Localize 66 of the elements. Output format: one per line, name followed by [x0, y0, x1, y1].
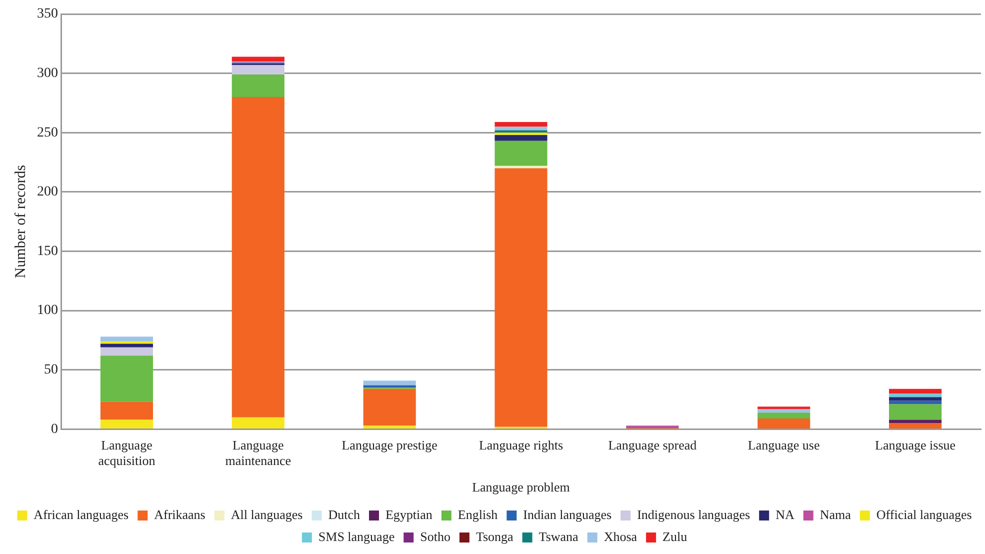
- legend-label: Sotho: [420, 528, 450, 544]
- legend-label: Egyptian: [385, 506, 433, 522]
- legend-label: Indian languages: [523, 506, 612, 522]
- bar: [758, 418, 810, 428]
- legend-label: All languages: [230, 506, 303, 522]
- bar: [100, 420, 153, 428]
- bar: [100, 344, 153, 348]
- bar: [889, 420, 942, 424]
- legend-label: SMS language: [318, 528, 395, 544]
- bar: [889, 400, 942, 404]
- y-tick-label: 50: [44, 362, 58, 378]
- bar: [363, 380, 416, 386]
- x-axis-title: Language problem: [472, 480, 570, 495]
- bar: [889, 394, 942, 398]
- bar: [363, 426, 416, 428]
- bar: [232, 417, 284, 428]
- y-tick-label: 150: [37, 244, 58, 259]
- bar: [100, 356, 153, 402]
- y-tick-label: 200: [37, 184, 58, 200]
- bar: [494, 126, 548, 130]
- y-tick-label: 100: [37, 303, 58, 318]
- x-tick-label: Language spread: [608, 437, 698, 452]
- legend-label: Afrikaans: [154, 506, 206, 522]
- bar: [100, 341, 153, 344]
- bar: [100, 336, 153, 342]
- bar: [758, 409, 810, 413]
- legend-label: Dutch: [328, 506, 360, 522]
- bar: [494, 135, 548, 141]
- y-axis-title: Number of records: [12, 164, 29, 278]
- bar: [494, 122, 548, 127]
- bar: [889, 423, 942, 428]
- y-tick-label: 300: [37, 66, 58, 81]
- x-tick-label: Language maintenance: [225, 437, 292, 468]
- y-tick-label: 250: [37, 125, 58, 140]
- bar: [100, 402, 153, 420]
- bar: [889, 388, 942, 394]
- legend-label: Official languages: [876, 506, 972, 522]
- bar: [889, 404, 942, 420]
- y-tick-label: 350: [37, 6, 58, 22]
- bar: [232, 65, 284, 74]
- legend-label: African languages: [34, 506, 129, 522]
- bar: [494, 140, 548, 166]
- bar: [758, 412, 810, 419]
- legend-label: Nama: [820, 506, 852, 522]
- legend-label: Tsonga: [476, 528, 514, 544]
- bar: [758, 406, 810, 410]
- bar: [232, 74, 284, 98]
- x-tick-label: Language use: [748, 437, 820, 452]
- legend-label: Tswana: [538, 528, 579, 544]
- x-tick-label: Language acquisition: [98, 437, 156, 468]
- bar: [626, 426, 679, 428]
- legend-label: NA: [776, 506, 795, 522]
- legend-label: English: [458, 506, 498, 522]
- legend-label: Zulu: [662, 528, 688, 544]
- legend-label: Xhosa: [604, 528, 638, 544]
- legend-label: Indigenous languages: [637, 506, 750, 522]
- bar: [232, 56, 284, 62]
- x-tick-label: Language prestige: [342, 437, 438, 452]
- x-tick-label: Language issue: [875, 437, 956, 452]
- bar: [232, 97, 284, 418]
- y-tick-label: 0: [51, 422, 58, 437]
- bar: [363, 388, 416, 426]
- bar: [100, 347, 153, 356]
- bar: [494, 168, 548, 427]
- x-tick-label: Language rights: [478, 437, 564, 452]
- bar: [889, 397, 942, 401]
